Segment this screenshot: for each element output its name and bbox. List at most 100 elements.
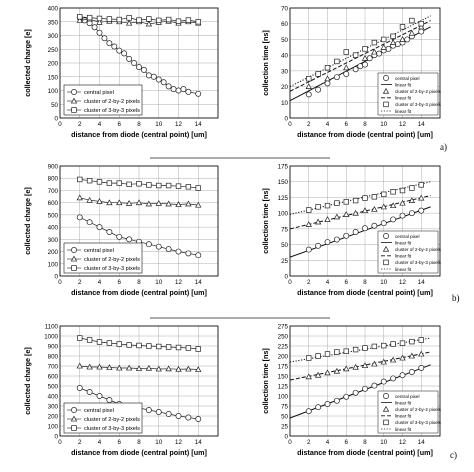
data-point	[126, 236, 133, 243]
data-point	[390, 375, 397, 382]
data-point	[418, 365, 425, 371]
data-point	[334, 200, 340, 206]
data-point	[86, 196, 93, 203]
y-tick-label: 125	[278, 195, 289, 202]
x-tick-label: 0	[58, 121, 62, 128]
data-point	[145, 241, 152, 248]
x-tick-label: 2	[307, 279, 311, 286]
x-tick-label: 10	[155, 279, 162, 286]
data-point	[408, 369, 415, 375]
data-point	[165, 182, 172, 189]
x-tick-label: 2	[307, 121, 311, 128]
legend-label: cluster of 2-by-2 pixels	[84, 99, 140, 105]
data-point	[185, 200, 192, 207]
data-point	[343, 71, 350, 77]
x-tick-label: 4	[98, 439, 102, 446]
data-point	[165, 365, 172, 372]
data-point	[409, 185, 415, 191]
y-tick-label: 0	[285, 274, 289, 281]
data-point	[343, 365, 350, 372]
y-axis-label: collection time [ns]	[261, 30, 270, 96]
data-point	[116, 180, 122, 186]
x-axis-label: distance from diode (central point) [um]	[297, 130, 433, 139]
data-point	[343, 64, 350, 71]
data-point	[361, 362, 369, 369]
y-tick-label: 250	[278, 334, 289, 341]
data-point	[366, 55, 373, 62]
y-tick-label: 0	[55, 434, 59, 441]
chart-1-right: 0 25 50 75 100 125 150 175 0 2 4 6 8 10 12 14 distance f…	[261, 164, 442, 298]
legend-marker	[382, 87, 390, 94]
data-point	[376, 50, 383, 57]
data-point	[185, 250, 192, 257]
data-point	[305, 91, 312, 98]
data-point	[195, 346, 201, 352]
data-point	[418, 21, 424, 27]
data-point	[409, 338, 415, 345]
x-tick-label: 14	[418, 121, 425, 128]
y-tick-label: 400	[48, 6, 59, 13]
x-tick-label: 12	[175, 439, 182, 446]
y-tick-label: 175	[278, 364, 289, 371]
data-point	[125, 364, 133, 371]
data-point	[390, 33, 396, 39]
data-point	[77, 14, 83, 20]
data-point	[371, 382, 378, 389]
legend-marker	[383, 419, 389, 426]
panel-letter-a: a)	[440, 142, 447, 152]
y-tick-label: 50	[281, 414, 288, 421]
data-point	[140, 66, 147, 73]
data-point	[77, 335, 83, 341]
data-point	[385, 45, 392, 52]
data-point	[155, 243, 162, 250]
plot-frame	[289, 325, 441, 437]
legend-label: central pixel	[395, 394, 420, 399]
data-point	[390, 216, 397, 223]
data-point	[175, 248, 182, 255]
data-point	[155, 409, 162, 415]
x-tick-label: 12	[175, 121, 182, 128]
data-point	[381, 342, 387, 349]
legend-marker	[382, 405, 390, 412]
data-point	[145, 364, 153, 371]
data-point	[106, 364, 113, 370]
data-point	[315, 242, 322, 249]
y-tick-label: 200	[48, 249, 59, 256]
y-axis-label: collection time [ns]	[261, 188, 270, 254]
legend-marker	[71, 407, 77, 413]
x-tick-label: 6	[118, 279, 122, 286]
x-tick-label: 10	[380, 121, 387, 128]
data-point	[165, 83, 172, 90]
legend-label: linear fit	[395, 96, 412, 101]
data-point	[195, 19, 201, 25]
data-point	[399, 354, 406, 361]
data-point	[343, 393, 350, 400]
panel-letter-b: b)	[452, 293, 460, 303]
data-point	[86, 337, 93, 343]
data-point	[371, 206, 378, 212]
x-tick-label: 10	[380, 279, 387, 286]
data-point	[185, 88, 192, 95]
legend-marker	[71, 107, 77, 113]
legend-label: cluster of 3-by-3 pixels	[395, 420, 442, 425]
legend-label: central pixel	[395, 76, 420, 81]
y-tick-label: 25	[281, 424, 288, 431]
data-point	[306, 207, 312, 213]
data-point	[165, 246, 172, 253]
data-point	[116, 16, 122, 23]
fit-line	[289, 20, 431, 92]
data-point	[362, 345, 368, 351]
data-point	[334, 349, 340, 355]
x-tick-label: 0	[288, 121, 292, 128]
data-point	[389, 202, 397, 209]
data-point	[156, 343, 162, 350]
data-point	[352, 209, 359, 216]
y-tick-label: 100	[278, 394, 289, 401]
data-point	[324, 239, 331, 246]
data-point	[195, 252, 202, 259]
legend-label: linear fit	[395, 427, 412, 432]
y-tick-label: 900	[48, 344, 59, 351]
data-point	[343, 49, 349, 55]
x-tick-label: 0	[288, 439, 292, 446]
data-point	[145, 407, 152, 413]
